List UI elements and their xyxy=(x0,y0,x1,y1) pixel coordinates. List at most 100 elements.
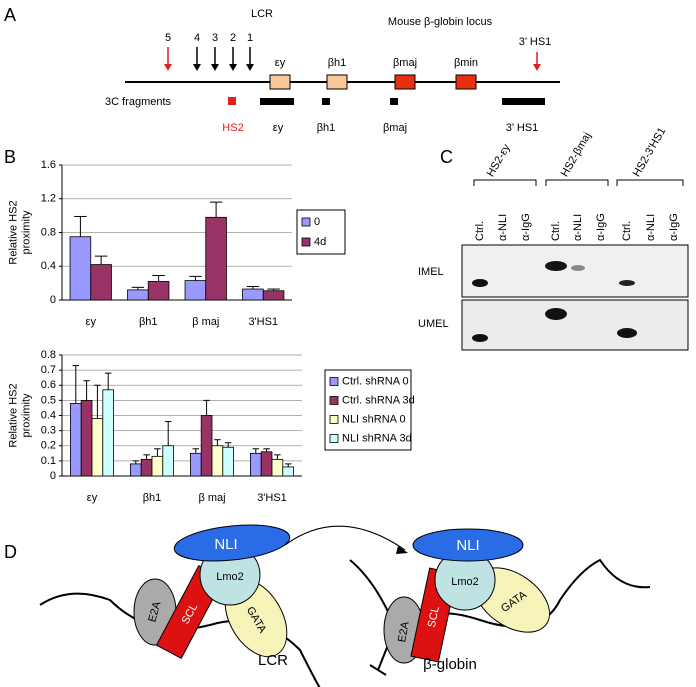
x-tick-label: 3'HS1 xyxy=(257,492,287,504)
brackets xyxy=(473,179,684,186)
panel-label: B xyxy=(4,147,16,167)
group-label: HS2-εy xyxy=(485,142,513,179)
bar xyxy=(127,289,149,301)
legend-swatch xyxy=(329,434,339,443)
fragment xyxy=(390,98,398,105)
bar xyxy=(260,451,273,477)
y-tick-label: 0 xyxy=(50,470,56,482)
fragment xyxy=(502,98,545,105)
protein-label: NLI xyxy=(456,537,479,554)
y-tick-label: 0.4 xyxy=(41,409,56,421)
legend-swatch xyxy=(301,217,311,227)
bar xyxy=(91,418,104,477)
y-tick-label: 0.7 xyxy=(41,364,56,376)
fragment-label: βh1 xyxy=(317,122,336,134)
y-tick-label: 0.5 xyxy=(41,394,56,406)
x-tick-label: εy xyxy=(87,492,98,504)
band xyxy=(545,261,567,271)
gel-row xyxy=(461,244,689,298)
legend-label: 0 xyxy=(314,216,320,228)
y-tick-label: 0.2 xyxy=(41,440,56,452)
band xyxy=(472,279,488,287)
gene-label: βh1 xyxy=(328,57,347,69)
legend-swatch xyxy=(301,237,311,247)
lane-label: Ctrl. xyxy=(474,221,486,241)
y-tick-label: 0 xyxy=(50,294,56,306)
panel-label: D xyxy=(4,542,17,562)
bar xyxy=(90,264,112,301)
fragment-label: βmaj xyxy=(383,122,407,134)
bar xyxy=(282,466,294,477)
bar xyxy=(129,463,142,477)
y-tick-label: 1.6 xyxy=(41,159,56,171)
protein-label: Lmo2 xyxy=(451,576,479,588)
x-tick-label: 3'HS1 xyxy=(248,316,278,328)
hs-label: 4 xyxy=(194,32,200,44)
bar xyxy=(184,280,207,301)
arrow xyxy=(284,525,406,551)
y-tick-label: 0.6 xyxy=(41,379,56,391)
locus-map: LCR Mouse β-globin locus 5 4 3 2 1 3’ HS… xyxy=(105,8,560,134)
protein-label: SCL xyxy=(426,605,442,628)
row-label: IMEL xyxy=(418,266,444,278)
lcr-label: LCR xyxy=(251,8,273,20)
hs-label: 2 xyxy=(230,32,236,44)
legend-swatch xyxy=(329,396,339,405)
fragment xyxy=(260,98,294,105)
gene-box xyxy=(326,74,348,90)
fragment xyxy=(322,98,330,105)
row-label: UMEL xyxy=(418,318,449,330)
hs-label: 1 xyxy=(247,32,253,44)
bar xyxy=(69,236,92,301)
protein-label: E2A xyxy=(396,620,412,643)
y-axis-label-line: Relative HS2 xyxy=(7,200,19,264)
band xyxy=(545,308,567,320)
bar xyxy=(80,399,93,477)
bar xyxy=(147,281,170,301)
region-label: β-globin xyxy=(423,656,477,673)
region-label: LCR xyxy=(258,652,288,669)
nli xyxy=(412,528,524,562)
y-tick-label: 0.4 xyxy=(41,260,56,272)
hs-arrows xyxy=(164,47,541,71)
legend-box xyxy=(324,369,412,451)
group-label: HS2-βmaj xyxy=(559,130,594,179)
legend-label: NLI shRNA 3d xyxy=(342,432,412,444)
y-axis-label-line: Relative HS2 xyxy=(7,383,19,447)
gene-label: βmin xyxy=(454,57,478,69)
gel: HS2-εy HS2-βmaj HS2-3'HS1 Ctrl. α-NLI α-Ig… xyxy=(418,126,689,351)
protein-label: NLI xyxy=(214,536,237,553)
bar xyxy=(271,458,284,477)
lane-label: α-IgG xyxy=(668,213,680,241)
x-tick-label: εy xyxy=(86,316,97,328)
legend-box xyxy=(296,209,346,255)
gene-box xyxy=(394,74,416,90)
nli xyxy=(173,524,291,562)
protein-label: E2A xyxy=(146,600,163,624)
bar xyxy=(249,452,262,477)
gene-label: βmaj xyxy=(393,57,417,69)
hs1-label: 3’ HS1 xyxy=(519,36,552,48)
lane-label: α-NLI xyxy=(572,214,584,241)
gel-row xyxy=(461,299,689,351)
gene-label: εy xyxy=(275,57,286,69)
arrow-head xyxy=(396,546,408,554)
fragment xyxy=(228,97,236,105)
bar xyxy=(162,445,175,477)
lane-label: Ctrl. xyxy=(621,221,633,241)
locus-title: Mouse β-globin locus xyxy=(388,16,493,28)
fragment-label: εy xyxy=(273,122,284,134)
bar xyxy=(262,290,285,301)
legend-swatch xyxy=(329,415,339,424)
lane-label: α-IgG xyxy=(520,213,532,241)
y-axis-label: Relative HS2proximity xyxy=(7,200,32,264)
bar xyxy=(205,216,227,301)
x-tick-label: βh1 xyxy=(143,492,162,504)
bar xyxy=(151,455,164,477)
model: NLI Lmo2 GATA SCL E2A LCR NLI Lmo2 GATA … xyxy=(39,524,651,687)
gene-box xyxy=(269,74,291,90)
bar xyxy=(70,402,82,477)
bar xyxy=(211,445,224,477)
bar xyxy=(200,415,213,477)
